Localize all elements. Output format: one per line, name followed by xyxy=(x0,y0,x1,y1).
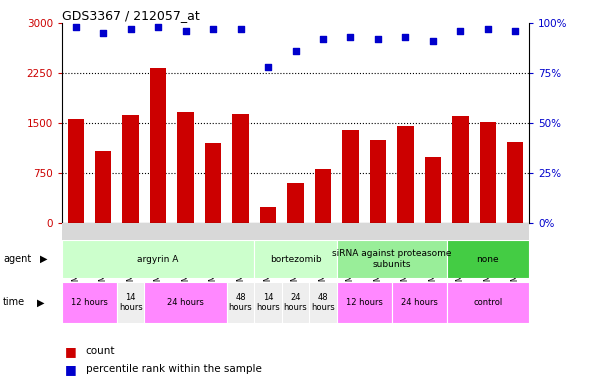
Bar xyxy=(177,112,194,223)
Text: 12 hours: 12 hours xyxy=(346,298,382,307)
Text: time: time xyxy=(3,297,25,308)
Bar xyxy=(337,240,447,278)
Bar xyxy=(62,240,254,278)
Bar xyxy=(144,282,227,323)
Bar xyxy=(282,282,309,323)
Bar xyxy=(254,282,282,323)
Bar xyxy=(479,122,496,223)
Bar xyxy=(507,142,524,223)
Bar xyxy=(254,240,337,278)
Bar xyxy=(150,68,167,223)
Bar xyxy=(447,282,529,323)
Point xyxy=(71,24,80,30)
Point xyxy=(456,28,465,34)
Bar xyxy=(232,114,249,223)
Bar xyxy=(205,143,222,223)
Text: GDS3367 / 212057_at: GDS3367 / 212057_at xyxy=(62,9,200,22)
Point xyxy=(346,34,355,40)
Text: agent: agent xyxy=(3,254,31,264)
Bar xyxy=(309,282,337,323)
Point xyxy=(181,28,190,34)
Text: ▶: ▶ xyxy=(40,254,48,264)
Bar xyxy=(95,151,112,223)
Point xyxy=(209,26,218,32)
Text: 24
hours: 24 hours xyxy=(284,293,307,312)
Text: argyrin A: argyrin A xyxy=(138,255,179,264)
Text: siRNA against proteasome
subunits: siRNA against proteasome subunits xyxy=(332,250,452,269)
Point xyxy=(154,24,163,30)
Text: control: control xyxy=(473,298,502,307)
Text: 48
hours: 48 hours xyxy=(311,293,335,312)
Text: 12 hours: 12 hours xyxy=(71,298,108,307)
Point xyxy=(291,48,300,54)
Bar xyxy=(369,139,386,223)
Point xyxy=(318,36,327,42)
Point xyxy=(264,64,273,70)
Text: ▶: ▶ xyxy=(37,297,45,308)
Bar xyxy=(260,207,276,223)
Text: count: count xyxy=(86,346,115,356)
Bar xyxy=(315,169,331,223)
Point xyxy=(373,36,382,42)
Text: none: none xyxy=(476,255,499,264)
Bar xyxy=(287,184,304,223)
Point xyxy=(401,34,410,40)
Bar xyxy=(227,282,254,323)
Text: ■: ■ xyxy=(65,363,77,376)
Text: 24 hours: 24 hours xyxy=(167,298,204,307)
Text: percentile rank within the sample: percentile rank within the sample xyxy=(86,364,262,374)
Point xyxy=(428,38,437,44)
Bar xyxy=(424,157,441,223)
Text: 14
hours: 14 hours xyxy=(256,293,280,312)
Point xyxy=(99,30,108,36)
Point xyxy=(483,26,492,32)
Point xyxy=(511,28,520,34)
Bar xyxy=(67,119,84,223)
Bar xyxy=(337,282,392,323)
Text: 14
hours: 14 hours xyxy=(119,293,142,312)
Text: bortezomib: bortezomib xyxy=(269,255,322,264)
Bar xyxy=(397,126,414,223)
Text: ■: ■ xyxy=(65,345,77,358)
Bar xyxy=(342,130,359,223)
Bar xyxy=(447,240,529,278)
Point xyxy=(236,26,245,32)
Bar xyxy=(117,282,144,323)
Bar xyxy=(392,282,447,323)
Text: 24 hours: 24 hours xyxy=(401,298,437,307)
Bar xyxy=(122,115,139,223)
Bar xyxy=(452,116,469,223)
Bar xyxy=(62,282,117,323)
Point xyxy=(126,26,135,32)
Text: 48
hours: 48 hours xyxy=(229,293,252,312)
